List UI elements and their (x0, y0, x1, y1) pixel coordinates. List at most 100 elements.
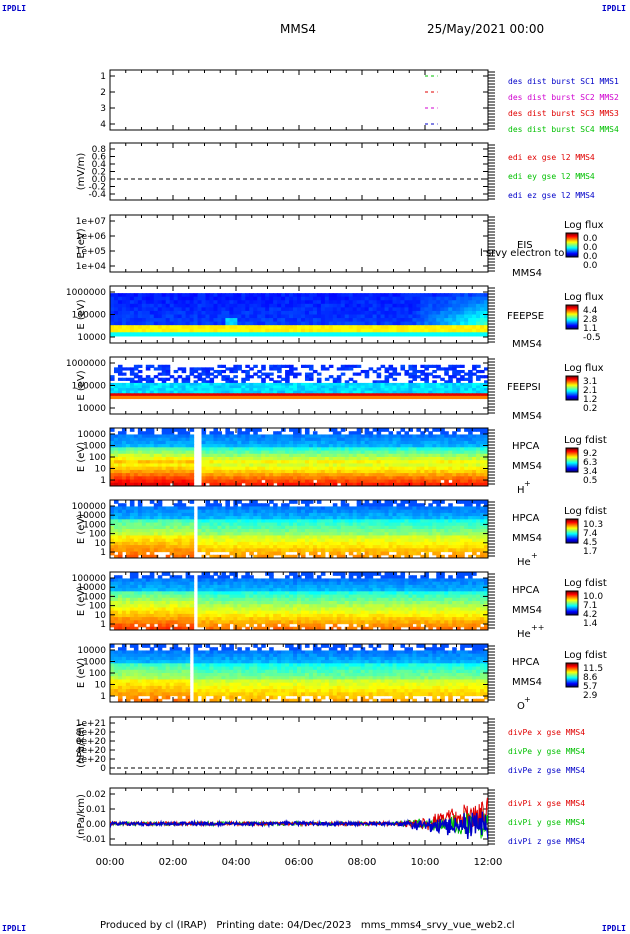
spectro-cell (312, 437, 318, 442)
spectro-cell (372, 321, 378, 326)
spectro-cell (328, 447, 334, 452)
spectro-cell (133, 395, 139, 400)
spectro-cell (348, 473, 354, 477)
y-tick-label: 100000 (72, 311, 107, 321)
spectro-cell (388, 321, 394, 326)
spectro-cell (440, 367, 445, 371)
spectro-cell (241, 385, 246, 389)
spectro-cell (149, 440, 155, 445)
y-axis-label: E (eV) (76, 370, 87, 400)
spectro-cell (448, 293, 453, 298)
spectro-cell (380, 437, 386, 442)
spectro-cell (460, 453, 465, 458)
spectro-cell (316, 395, 322, 400)
spectro-cell (225, 395, 230, 400)
spectro-cell (165, 293, 171, 298)
spectro-cell (121, 395, 127, 400)
spectro-cell (332, 393, 338, 397)
spectro-cell (273, 380, 278, 384)
spectro-cell (209, 296, 215, 301)
spectro-cell (149, 434, 155, 439)
spectro-cell (404, 447, 410, 452)
spectro-cell (241, 473, 246, 477)
spectro-cell (217, 447, 223, 452)
spectro-cell (304, 310, 310, 316)
spectro-cell (110, 382, 115, 387)
spectro-cell (177, 395, 183, 400)
spectro-cell (428, 434, 433, 439)
spectro-cell (157, 296, 163, 301)
spectro-cell (269, 377, 274, 381)
spectro-cell (424, 388, 429, 392)
spectro-cell (444, 469, 449, 474)
spectro-cell (273, 321, 278, 326)
spectro-cell (149, 428, 155, 432)
spectro-cell (408, 440, 413, 445)
spectro-cell (472, 473, 477, 477)
spectro-cell (221, 325, 226, 330)
spectro-cell (344, 444, 350, 448)
spectro-cell (181, 482, 187, 486)
spectro-cell (344, 367, 350, 371)
spectro-cell (133, 519, 139, 524)
spectro-cell (189, 332, 195, 337)
spectro-cell (129, 447, 135, 452)
spectro-cell (157, 479, 163, 484)
spectro-cell (113, 307, 119, 312)
spectro-cell (456, 447, 461, 452)
spectro-cell (408, 522, 413, 527)
spectro-cell (281, 364, 286, 368)
spectro-cell (181, 460, 187, 465)
spectro-cell (161, 314, 167, 319)
spectro-cell (396, 469, 402, 474)
spectro-cell (149, 437, 155, 442)
spectro-cell (193, 303, 199, 308)
spectro-cell (129, 385, 135, 389)
spectro-cell (225, 321, 230, 326)
spectro-cell (360, 482, 366, 486)
spectro-cell (424, 509, 429, 514)
colorbar-swatch (566, 321, 578, 323)
spectro-cell (161, 434, 167, 439)
spectro-cell (456, 428, 461, 432)
spectro-cell (304, 321, 310, 326)
spectro-cell (233, 382, 238, 387)
spectro-cell (400, 293, 406, 298)
spectro-cell (324, 512, 330, 517)
spectro-cell (253, 444, 258, 448)
spectro-cell (432, 318, 437, 323)
spectro-cell (273, 469, 278, 474)
spectro-cell (420, 325, 425, 330)
spectro-cell (113, 296, 119, 301)
spectro-cell (225, 377, 230, 381)
spectro-cell (468, 382, 473, 387)
spectro-cell (420, 479, 425, 484)
spectro-cell (380, 469, 386, 474)
spectro-cell (304, 431, 310, 436)
spectro-cell (149, 380, 155, 384)
spectro-cell (229, 516, 234, 520)
spectro-cell (113, 437, 119, 442)
spectro-cell (197, 296, 203, 301)
spectro-cell (229, 447, 234, 452)
spectro-cell (412, 437, 417, 442)
colorbar-swatch (566, 324, 578, 326)
spectro-cell (257, 457, 262, 461)
spectro-cell (285, 457, 290, 461)
spectro-cell (364, 385, 370, 389)
spectro-cell (213, 431, 219, 436)
spectro-cell (149, 444, 155, 448)
spectro-cell (110, 463, 115, 468)
spectro-cell (368, 512, 374, 517)
spectro-cell (217, 431, 223, 436)
spectro-cell (476, 516, 481, 520)
spectro-cell (117, 367, 123, 371)
spectro-cell (472, 482, 477, 486)
spectro-cell (352, 457, 358, 461)
spectro-cell (165, 512, 171, 517)
spectro-cell (460, 479, 465, 484)
spectro-cell (145, 395, 151, 400)
spectro-cell (189, 328, 195, 333)
spectro-cell (412, 364, 417, 368)
spectro-cell (336, 512, 342, 517)
